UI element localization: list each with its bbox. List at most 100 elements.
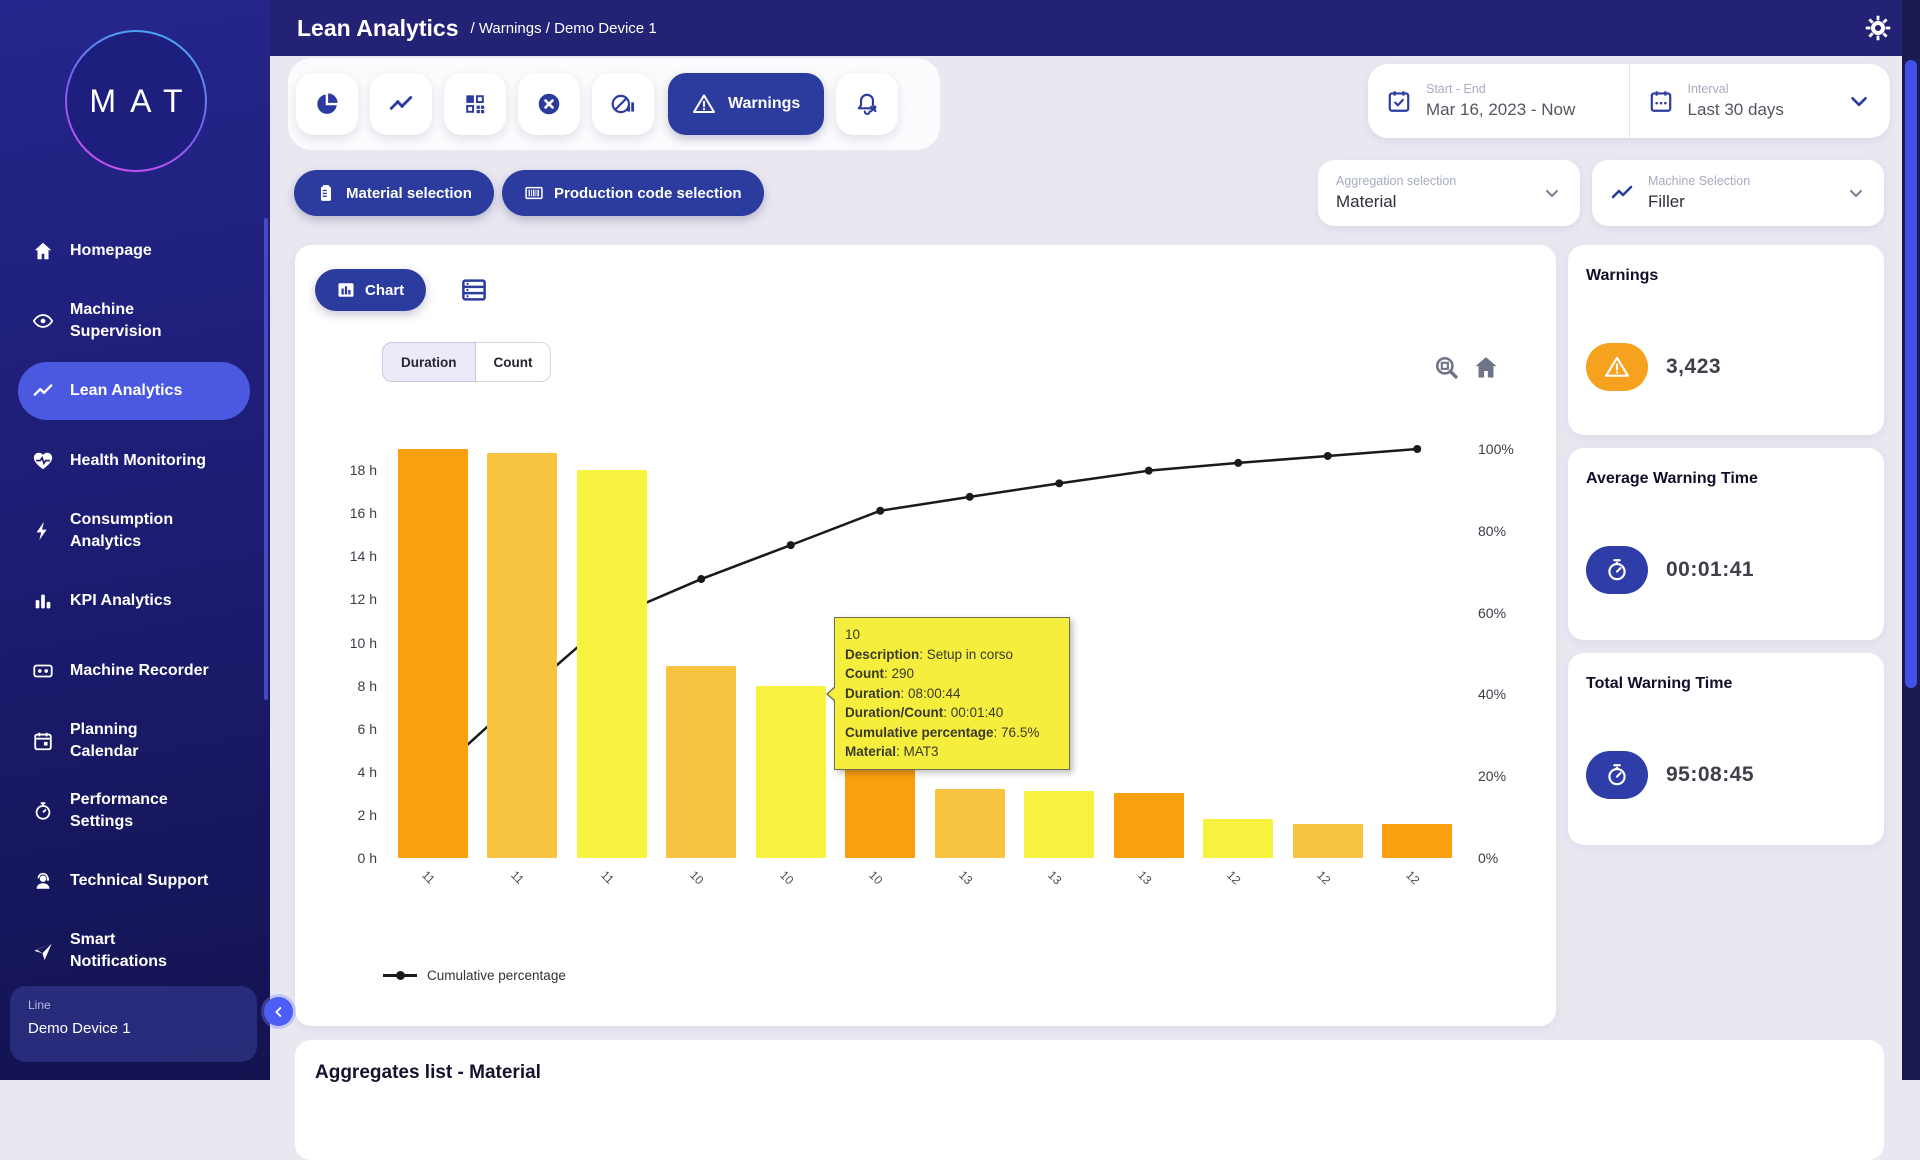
cumulative-point[interactable] xyxy=(876,507,884,515)
sidebar-scrollbar[interactable] xyxy=(264,218,268,700)
trend-line-icon xyxy=(388,91,414,117)
aggregation-select[interactable]: Aggregation selection Material xyxy=(1318,160,1580,226)
pareto-bar[interactable] xyxy=(1024,791,1094,858)
y-axis-right-tick: 60% xyxy=(1478,605,1506,621)
trend-view-button[interactable] xyxy=(370,73,432,135)
sidebar-item-kpi-analytics[interactable]: KPI Analytics xyxy=(18,572,250,630)
start-end-selector[interactable]: Start - End Mar 16, 2023 - Now xyxy=(1368,64,1629,138)
send-icon xyxy=(32,940,54,962)
calendar-icon xyxy=(32,730,54,752)
warnings-view-button[interactable]: Warnings xyxy=(668,73,824,135)
x-axis-tick: 13 xyxy=(1045,868,1064,887)
y-axis-left-tick: 6 h xyxy=(315,721,377,737)
cumulative-point[interactable] xyxy=(1055,479,1063,487)
pie-view-button[interactable] xyxy=(296,73,358,135)
cumulative-point[interactable] xyxy=(787,541,795,549)
page-title: Lean Analytics xyxy=(297,15,458,42)
warning-triangle-icon xyxy=(692,92,716,116)
legend-line-marker-icon xyxy=(383,974,417,977)
settings-button[interactable] xyxy=(1864,14,1892,42)
warnings-button-label: Warnings xyxy=(728,95,800,113)
support-headset-icon xyxy=(32,870,54,892)
pareto-bar[interactable] xyxy=(398,449,468,858)
warning-triangle-icon xyxy=(1604,354,1630,380)
chevron-down-icon xyxy=(1846,183,1866,203)
pareto-bar[interactable] xyxy=(487,453,557,858)
sidebar-item-machine-supervision[interactable]: Machine Supervision xyxy=(18,292,250,350)
tooltip-line: Duration/Count: 00:01:40 xyxy=(845,703,1059,723)
production-code-selection-button[interactable]: Production code selection xyxy=(502,170,764,216)
kpi-title: Warnings xyxy=(1586,267,1866,285)
sidebar-collapse-button[interactable] xyxy=(264,997,293,1026)
pie-chart-icon xyxy=(314,91,340,117)
production-code-selection-label: Production code selection xyxy=(554,185,742,202)
kpi-value: 00:01:41 xyxy=(1666,558,1754,582)
qr-grid-icon xyxy=(462,91,488,117)
tooltip-line: Description: Setup in corso xyxy=(845,645,1059,665)
y-axis-left-tick: 16 h xyxy=(315,505,377,521)
interval-selector[interactable]: Interval Last 30 days xyxy=(1629,64,1891,138)
aggregation-label: Aggregation selection xyxy=(1336,174,1456,188)
aggregation-value: Material xyxy=(1336,192,1456,212)
aggregates-list-card: Aggregates list - Material xyxy=(295,1040,1884,1160)
x-axis-tick: 12 xyxy=(1314,868,1333,887)
cumulative-point[interactable] xyxy=(966,493,974,501)
mute-alarms-button[interactable] xyxy=(836,73,898,135)
warnings-kpi-card: Warnings 3,423 xyxy=(1568,245,1884,435)
pareto-bar[interactable] xyxy=(756,686,826,858)
logo-text: MAT xyxy=(75,83,196,120)
x-axis-tick: 13 xyxy=(1135,868,1154,887)
chart-legend[interactable]: Cumulative percentage xyxy=(383,968,566,983)
view-switcher-band: Warnings xyxy=(288,58,940,150)
sidebar-item-health-monitoring[interactable]: Health Monitoring xyxy=(18,432,250,490)
sidebar-item-homepage[interactable]: Homepage xyxy=(18,222,250,280)
code-grid-view-button[interactable] xyxy=(444,73,506,135)
cumulative-point[interactable] xyxy=(1324,452,1332,460)
y-axis-left-tick: 8 h xyxy=(315,678,377,694)
device-card[interactable]: Line Demo Device 1 xyxy=(10,986,257,1062)
y-axis-left-tick: 4 h xyxy=(315,764,377,780)
x-axis-tick: 12 xyxy=(1224,868,1243,887)
warning-pill xyxy=(1586,343,1648,391)
page-scrollbar[interactable] xyxy=(1902,0,1920,1080)
y-axis-left-tick: 2 h xyxy=(315,807,377,823)
sidebar-nav: Homepage Machine Supervision Lean Analyt… xyxy=(0,222,270,992)
pareto-bar[interactable] xyxy=(1203,819,1273,858)
sidebar-item-consumption-analytics[interactable]: Consumption Analytics xyxy=(18,502,250,560)
kpi-title: Total Warning Time xyxy=(1586,675,1866,693)
material-selection-button[interactable]: Material selection xyxy=(294,170,494,216)
sidebar-item-planning-calendar[interactable]: Planning Calendar xyxy=(18,712,250,770)
pareto-bar[interactable] xyxy=(935,789,1005,858)
sidebar-item-machine-recorder[interactable]: Machine Recorder xyxy=(18,642,250,700)
x-axis-tick: 10 xyxy=(777,868,796,887)
cumulative-point[interactable] xyxy=(1413,445,1421,453)
x-circle-icon xyxy=(536,91,562,117)
no-production-view-button[interactable] xyxy=(592,73,654,135)
pareto-bar[interactable] xyxy=(1114,793,1184,858)
pareto-bar[interactable] xyxy=(1382,824,1452,858)
y-axis-left-tick: 10 h xyxy=(315,635,377,651)
aggregates-list-title: Aggregates list - Material xyxy=(315,1062,1864,1084)
gear-icon xyxy=(1864,14,1892,42)
cumulative-point[interactable] xyxy=(697,575,705,583)
sidebar-item-technical-support[interactable]: Technical Support xyxy=(18,852,250,910)
pareto-bar[interactable] xyxy=(577,470,647,858)
machine-select[interactable]: Machine Selection Filler xyxy=(1592,160,1884,226)
page-scrollbar-thumb[interactable] xyxy=(1905,60,1917,688)
y-axis-left-tick: 14 h xyxy=(315,548,377,564)
kpi-value: 95:08:45 xyxy=(1666,763,1754,787)
sidebar-item-lean-analytics[interactable]: Lean Analytics xyxy=(18,362,250,420)
x-axis-tick: 11 xyxy=(598,868,617,887)
sidebar-item-smart-notifications[interactable]: Smart Notifications xyxy=(18,922,250,980)
cumulative-point[interactable] xyxy=(1145,467,1153,475)
tooltip-line: Cumulative percentage: 76.5% xyxy=(845,723,1059,743)
pareto-bar[interactable] xyxy=(1293,824,1363,858)
sidebar-item-performance-settings[interactable]: Performance Settings xyxy=(18,782,250,840)
pareto-bar[interactable] xyxy=(666,666,736,858)
app-logo: MAT xyxy=(65,30,207,172)
kpi-value: 3,423 xyxy=(1666,355,1721,379)
cumulative-point[interactable] xyxy=(1234,459,1242,467)
errors-view-button[interactable] xyxy=(518,73,580,135)
breadcrumb: / Warnings / Demo Device 1 xyxy=(470,20,656,37)
chart-tooltip: 10Description: Setup in corsoCount: 290D… xyxy=(834,617,1070,770)
